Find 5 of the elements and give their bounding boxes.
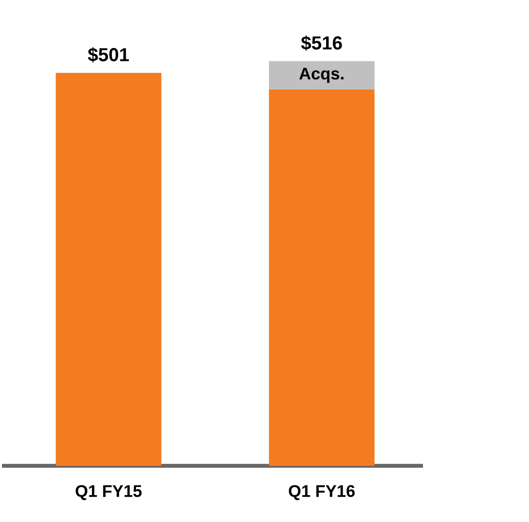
annotation: $501 [88, 47, 129, 62]
series-label: Acqs. [299, 68, 344, 83]
annotation: $516 [301, 35, 342, 51]
x-tick-label: Q1 FY16 [288, 485, 355, 500]
x-tick-label: Q1 FY15 [76, 485, 142, 500]
